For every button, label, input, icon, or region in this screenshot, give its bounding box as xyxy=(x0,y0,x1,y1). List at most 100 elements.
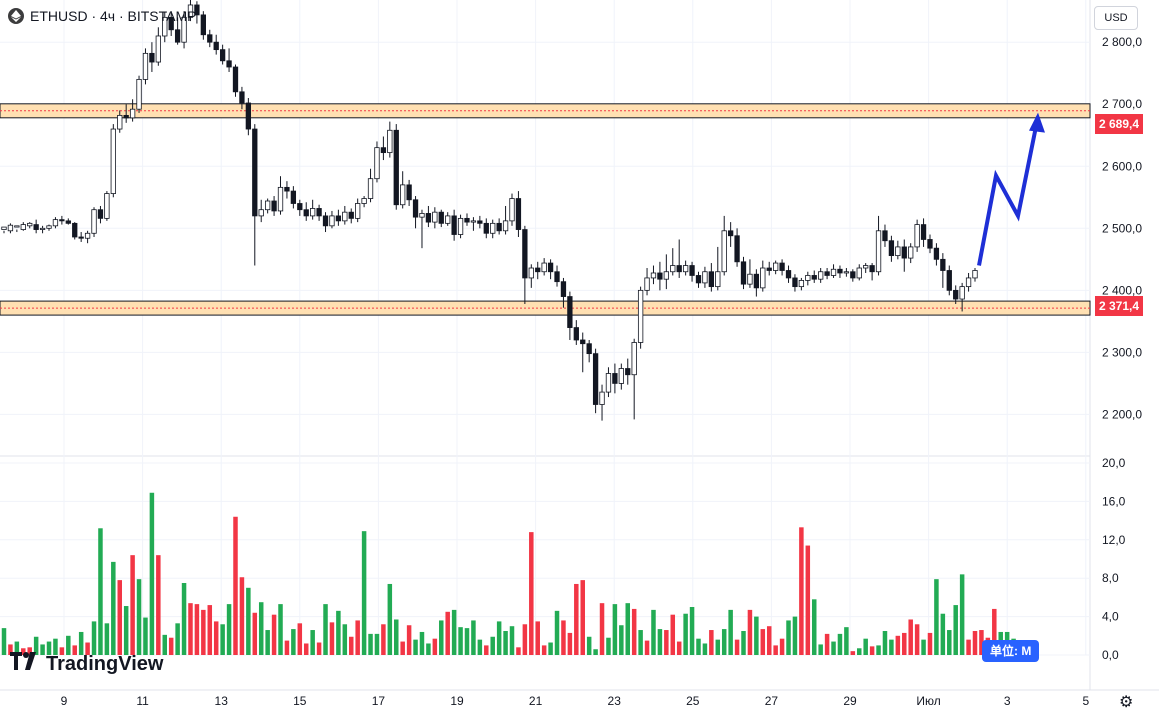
volume-axis[interactable]: 20,0 16,0 12,0 8,0 4,0 0,0 xyxy=(1102,456,1126,662)
candle-body xyxy=(798,280,805,288)
volume-bar xyxy=(168,637,174,655)
candle-body xyxy=(78,236,84,239)
time-tick-label: 13 xyxy=(215,694,229,708)
volume-bar xyxy=(381,624,386,655)
volume-bar xyxy=(721,629,727,655)
volume-bar xyxy=(522,624,528,655)
price-axis[interactable]: 2 800,0 2 700,0 2 600,0 2 500,0 2 400,0 2 300… xyxy=(1102,35,1142,421)
currency-button[interactable]: USD xyxy=(1094,6,1138,30)
candle-body xyxy=(91,209,97,234)
candle-body xyxy=(303,209,309,217)
volume-unit-badge[interactable]: 单位: M xyxy=(982,640,1040,662)
candle-body xyxy=(509,198,515,222)
volume-bar xyxy=(631,608,637,655)
candle-body xyxy=(740,261,747,285)
volume-bar xyxy=(541,645,547,655)
candle-body xyxy=(547,262,554,273)
volume-bar xyxy=(676,641,682,655)
volume-bar xyxy=(709,630,714,655)
candle-body xyxy=(374,147,380,180)
time-tick-label: 25 xyxy=(686,694,700,708)
volume-bar xyxy=(329,622,335,655)
settings-gear-icon[interactable]: ⚙ xyxy=(1119,694,1134,711)
volume-bar xyxy=(59,647,65,655)
time-tick-label: 11 xyxy=(136,694,149,708)
candle-body xyxy=(181,16,187,43)
volume-bar xyxy=(670,614,676,655)
symbol-header[interactable]: ETHUSD · 4ч · BITSTAMP xyxy=(8,8,197,24)
candle-body xyxy=(605,373,612,393)
candle-body xyxy=(625,368,631,376)
candle-body xyxy=(348,211,354,219)
volume-bar xyxy=(53,638,58,655)
tradingview-logo[interactable]: TradingView xyxy=(10,652,163,676)
volume-bar xyxy=(612,604,618,655)
volume-bar xyxy=(947,630,952,655)
volume-bar xyxy=(27,647,32,655)
volume-bar xyxy=(368,633,373,655)
volume-bar xyxy=(799,527,804,655)
volume-bar xyxy=(792,616,798,655)
candle-body xyxy=(599,391,605,405)
candle-body xyxy=(380,147,387,154)
candle-body xyxy=(882,230,888,242)
candle-body xyxy=(695,275,702,284)
volume-bar xyxy=(844,627,849,655)
candle-body xyxy=(438,211,444,224)
candle-body xyxy=(554,271,560,283)
volume-bar xyxy=(914,624,920,655)
volume-bar xyxy=(464,628,470,655)
candle-body xyxy=(496,222,502,232)
candle-body xyxy=(734,235,740,263)
candle-body xyxy=(541,262,547,273)
candle-body xyxy=(953,289,959,300)
candle-body xyxy=(445,215,451,224)
volume-bar xyxy=(805,545,811,655)
candle-body xyxy=(560,281,567,297)
candle-body xyxy=(14,225,20,228)
candle-body xyxy=(644,277,650,291)
volume-bar xyxy=(779,638,785,655)
candle-body xyxy=(297,203,303,211)
volume-bar xyxy=(586,636,592,655)
candle-body xyxy=(528,267,534,279)
volume-bar xyxy=(426,643,431,655)
candle-body xyxy=(483,222,489,234)
volume-tick-label: 16,0 xyxy=(1102,494,1126,508)
symbol-title: ETHUSD · 4ч · BITSTAMP xyxy=(30,8,197,24)
volume-bar xyxy=(98,528,103,655)
price-tick-label: 2 600,0 xyxy=(1102,159,1142,173)
candle-body xyxy=(657,272,663,280)
candle-body xyxy=(316,208,322,217)
volume-bar xyxy=(966,639,971,655)
candle-body xyxy=(670,265,676,273)
candle-body xyxy=(760,267,766,289)
candle-body xyxy=(490,222,496,234)
volume-bar xyxy=(336,610,341,655)
candle-body xyxy=(239,91,245,104)
volume-bar xyxy=(278,604,283,655)
volume-bar xyxy=(979,630,984,655)
volume-bar xyxy=(638,630,643,655)
candle-body xyxy=(515,198,522,230)
volume-tick-label: 8,0 xyxy=(1102,571,1119,585)
volume-bar xyxy=(760,629,766,655)
candle-body xyxy=(470,220,477,223)
volume-bar xyxy=(741,631,746,655)
level-bands xyxy=(0,103,1091,316)
price-tick-label: 2 200,0 xyxy=(1102,407,1142,421)
candle-body xyxy=(773,262,779,271)
price-tick-label: 2 500,0 xyxy=(1102,221,1142,235)
support-price-tag: 2 371,4 xyxy=(1095,296,1144,316)
volume-bar xyxy=(1,628,7,655)
candle-body xyxy=(329,215,335,227)
time-tick-label: 29 xyxy=(843,694,857,708)
volume-bar xyxy=(766,626,772,655)
candle-body xyxy=(117,114,123,130)
volume-bar xyxy=(323,604,328,655)
volume-bar xyxy=(818,644,823,655)
time-tick-label: 19 xyxy=(450,694,464,708)
volume-bar xyxy=(458,627,463,655)
time-axis[interactable]: 9 11 13 15 17 19 21 23 25 27 29 Июл 3 5 xyxy=(61,694,1090,708)
